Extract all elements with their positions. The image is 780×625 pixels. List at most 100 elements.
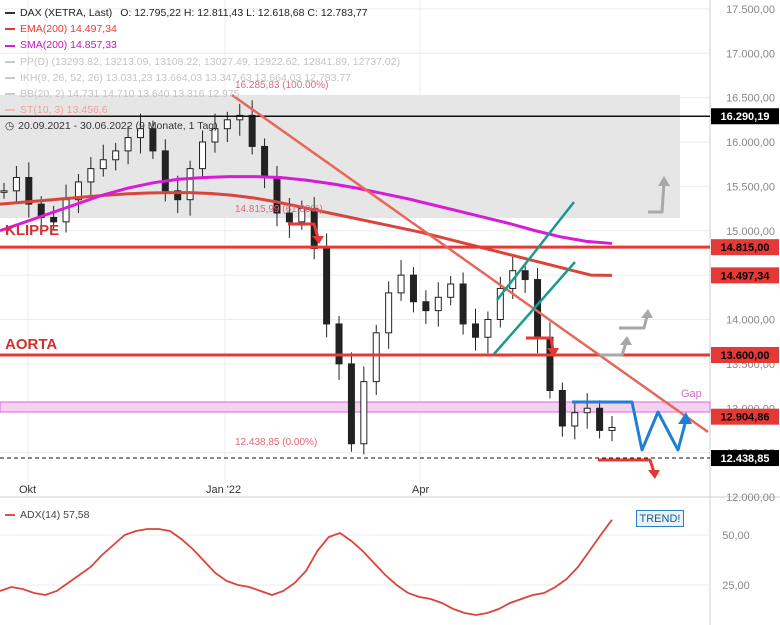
candle-body bbox=[261, 145, 269, 178]
fib-top-label: 16.285,83 (100.00%) bbox=[235, 80, 328, 91]
klippe-label: KLIPPE bbox=[5, 222, 59, 239]
horizontal-levels bbox=[0, 115, 710, 459]
candle-body bbox=[149, 128, 157, 152]
candle-body bbox=[124, 137, 132, 152]
price-tag bbox=[711, 450, 779, 467]
legend-item: PP(D) (13293.82, 13213.09, 13108.22, 130… bbox=[5, 54, 400, 70]
legend-swatch bbox=[5, 60, 15, 63]
candle-body bbox=[0, 190, 8, 193]
price-tag-label: 14.497,34 bbox=[721, 270, 771, 282]
candle-body bbox=[372, 332, 380, 383]
channel-lower bbox=[493, 261, 576, 355]
price-tags: 16.290,19 14.815,00 14.497,34 13.600,00 12.9… bbox=[711, 108, 779, 467]
y-tick-label: 17.500,00 bbox=[726, 4, 775, 16]
grey-arrow-mid bbox=[619, 315, 649, 330]
grey-arrowhead bbox=[641, 309, 653, 318]
fib-bottom-label: 12.438,85 (0.00%) bbox=[235, 437, 317, 448]
y-tick-label: 17.000,00 bbox=[726, 48, 775, 60]
y-tick-label: 12.000,00 bbox=[726, 492, 775, 504]
legend-item: ST(10, 3) 13.456,6 bbox=[5, 102, 400, 118]
y-tick-label: 15.000,00 bbox=[726, 226, 775, 238]
candle-body bbox=[199, 141, 207, 170]
legend-label: IKH(9, 26, 52, 26) 13.031,23 13.664,03 1… bbox=[20, 71, 352, 84]
legend-item: BB(20, 2) 14.731 14.710 13.640 13.316 12… bbox=[5, 86, 400, 102]
trend-badge: TREND! bbox=[636, 510, 684, 527]
adx-tick-label: 50,00 bbox=[722, 530, 750, 542]
price-tag-label: 12.438,85 bbox=[721, 453, 770, 465]
legend-label: BB(20, 2) 14.731 14.710 13.640 13.316 12… bbox=[20, 88, 240, 101]
legend-label: PP(D) (13293.82, 13213.09, 13108.22, 130… bbox=[20, 55, 401, 68]
candle-body bbox=[347, 363, 355, 445]
candle-body bbox=[496, 287, 504, 320]
y-tick-label: 16.500,00 bbox=[726, 93, 775, 105]
candle-body bbox=[360, 381, 368, 445]
legend-label: EMA(200) 14.497,34 bbox=[20, 23, 117, 36]
legend: DAX (XETRA, Last) O: 12.795,22 H: 12.811… bbox=[5, 5, 400, 135]
y-tick-label: 16.000,00 bbox=[726, 137, 775, 149]
sma200-line bbox=[0, 175, 613, 245]
red-arrowhead bbox=[547, 348, 559, 357]
adx-label: ADX(14) 57,58 bbox=[20, 509, 90, 521]
blue-scenario bbox=[572, 400, 688, 452]
grey-arrowhead bbox=[658, 176, 670, 186]
candle-body bbox=[409, 274, 417, 303]
candle-body bbox=[174, 190, 182, 201]
candles bbox=[0, 100, 616, 455]
candle-body bbox=[25, 177, 33, 205]
channel-upper bbox=[496, 201, 575, 301]
candle-body bbox=[285, 212, 293, 223]
candle-body bbox=[87, 168, 95, 183]
candle-body bbox=[583, 407, 591, 414]
candle-body bbox=[596, 407, 604, 431]
candle-body bbox=[397, 274, 405, 294]
legend-label: SMA(200) 14.857,33 bbox=[20, 39, 117, 52]
legend-title: DAX (XETRA, Last) O: 12.795,22 H: 12.811… bbox=[5, 5, 400, 21]
price-tag-label: 14.815,00 bbox=[721, 242, 770, 254]
candle-body bbox=[521, 270, 529, 281]
adx-tick-label: 25,00 bbox=[722, 580, 750, 592]
candle-body bbox=[112, 150, 120, 161]
candle-body bbox=[236, 114, 244, 121]
price-tag bbox=[711, 347, 779, 363]
candle-body bbox=[99, 159, 107, 170]
price-tag bbox=[711, 108, 779, 125]
candle-body bbox=[335, 323, 343, 365]
candle-body bbox=[447, 283, 455, 298]
adx-line bbox=[0, 519, 613, 616]
candle-body bbox=[74, 181, 82, 201]
moving-averages bbox=[0, 175, 613, 277]
drawings bbox=[231, 93, 709, 479]
legend-swatch bbox=[5, 109, 15, 112]
ohlc-values: O: 12.795,22 H: 12.811,43 L: 12.618,68 C… bbox=[120, 7, 368, 19]
gap-zone bbox=[0, 401, 711, 413]
x-label-okt: Okt bbox=[19, 484, 36, 496]
grey-arrow-low bbox=[600, 342, 628, 357]
downtrend-line bbox=[231, 93, 709, 434]
legend-item: EMA(200) 14.497,34 bbox=[5, 21, 400, 37]
price-tag bbox=[711, 239, 779, 256]
legend-label: ST(10, 3) 13.456,6 bbox=[20, 104, 108, 117]
candle-body bbox=[50, 216, 58, 223]
candle-body bbox=[434, 296, 442, 312]
candle-body bbox=[136, 128, 144, 139]
red-arrow-aorta bbox=[526, 336, 555, 351]
legend-swatch bbox=[5, 12, 15, 15]
candle-body bbox=[385, 292, 393, 334]
legend-item: IKH(9, 26, 52, 26) 13.031,23 13.664,03 1… bbox=[5, 70, 400, 86]
clock-icon: ◷ bbox=[5, 120, 15, 133]
price-tag-label: 13.600,00 bbox=[721, 350, 770, 362]
candle-body bbox=[323, 248, 331, 325]
red-arrow-klippe bbox=[288, 222, 320, 239]
y-tick-label: 15.500,00 bbox=[726, 181, 775, 193]
grey-arrowhead bbox=[620, 336, 632, 345]
fib-mid-label: 14.815,99 (61.80%) bbox=[235, 204, 323, 215]
price-tag bbox=[711, 267, 779, 284]
candle-body bbox=[558, 390, 566, 427]
candle-body bbox=[248, 114, 256, 147]
legend-item: SMA(200) 14.857,33 bbox=[5, 37, 400, 53]
x-label-jan: Jan '22 bbox=[206, 484, 241, 496]
candle-body bbox=[12, 177, 20, 192]
candle-body bbox=[472, 323, 480, 338]
candle-body bbox=[484, 319, 492, 338]
price-tag-label: 16.290,19 bbox=[721, 111, 770, 123]
